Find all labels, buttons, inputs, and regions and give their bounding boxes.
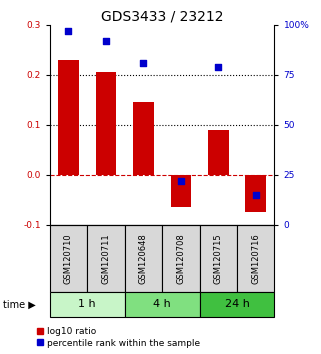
Bar [125,225,162,292]
Bar [208,130,229,175]
Text: time ▶: time ▶ [3,299,36,309]
Bar [50,225,87,292]
Point [216,64,221,70]
Text: GSM120648: GSM120648 [139,233,148,284]
Point [103,38,108,44]
Point [178,178,183,184]
Bar [237,225,274,292]
Legend: log10 ratio, percentile rank within the sample: log10 ratio, percentile rank within the … [37,327,201,348]
Text: GSM120715: GSM120715 [214,233,223,284]
Bar [125,292,200,317]
Bar [58,60,79,175]
Bar [96,72,116,175]
Bar [200,225,237,292]
Text: GSM120708: GSM120708 [176,233,185,284]
Bar [170,175,191,207]
Bar [133,102,154,175]
Point [66,28,71,34]
Point [141,60,146,65]
Text: GSM120716: GSM120716 [251,233,260,284]
Text: GSM120710: GSM120710 [64,233,73,284]
Bar [162,225,200,292]
Bar [87,225,125,292]
Bar [246,175,266,212]
Point [253,192,258,198]
Text: 24 h: 24 h [225,299,249,309]
Bar [50,292,125,317]
Text: 4 h: 4 h [153,299,171,309]
Text: 1 h: 1 h [78,299,96,309]
Title: GDS3433 / 23212: GDS3433 / 23212 [101,10,223,24]
Bar [200,292,274,317]
Text: GSM120711: GSM120711 [101,233,110,284]
